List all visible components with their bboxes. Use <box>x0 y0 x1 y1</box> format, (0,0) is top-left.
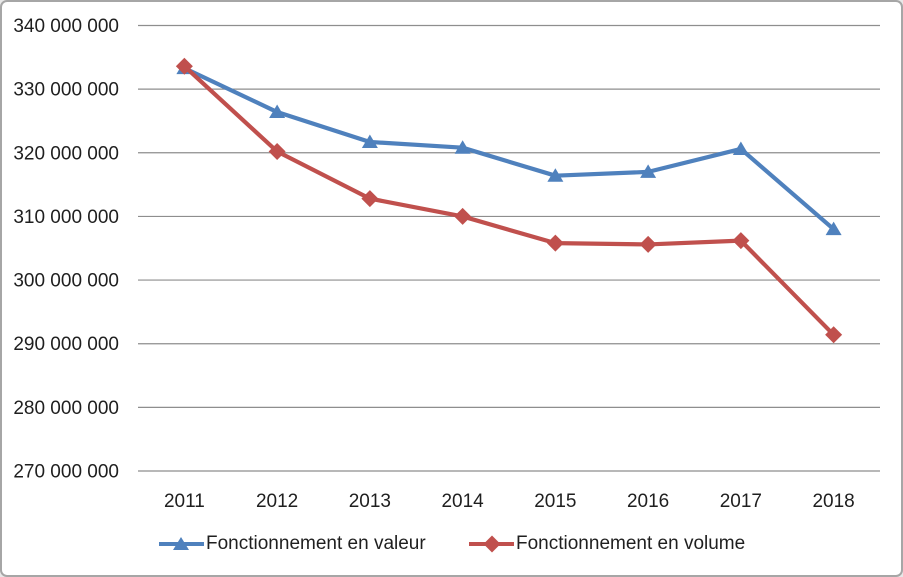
x-tick-label: 2012 <box>256 491 298 512</box>
y-axis-labels: 270 000 000 280 000 000 290 000 000 300 000… <box>13 16 119 483</box>
diamond-marker <box>825 326 843 344</box>
series-line <box>182 66 836 232</box>
diamond-marker <box>732 232 750 250</box>
series-line <box>182 64 836 337</box>
triangle-marker <box>361 134 378 148</box>
y-tick-label: 280 000 000 <box>13 398 119 419</box>
diamond-marker <box>175 57 193 75</box>
diamond-marker <box>546 234 564 252</box>
diamond-marker <box>361 190 379 208</box>
diamond-marker <box>268 143 286 161</box>
triangle-marker <box>732 141 749 155</box>
triangle-marker <box>269 104 286 119</box>
x-tick-label: 2016 <box>627 491 669 512</box>
legend-item-fonctionnement-en-valeur: Fonctionnement en valeur <box>159 531 426 557</box>
x-tick-label: 2018 <box>812 491 854 512</box>
legend-diamond-marker-icon <box>469 531 514 557</box>
y-tick-label: 270 000 000 <box>13 462 119 483</box>
gridlines <box>138 24 880 472</box>
y-tick-label: 290 000 000 <box>13 334 119 355</box>
series-valeur <box>176 60 842 236</box>
legend-label-valeur: Fonctionnement en valeur <box>206 533 426 554</box>
triangle-marker <box>454 140 471 154</box>
y-tick-label: 320 000 000 <box>13 143 119 164</box>
x-tick-label: 2011 <box>164 491 205 512</box>
legend-label-volume: Fonctionnement en volume <box>516 533 746 554</box>
x-tick-label: 2015 <box>534 491 576 512</box>
triangle-marker <box>640 164 657 178</box>
legend-item-fonctionnement-en-volume: Fonctionnement en volume <box>469 531 745 557</box>
y-tick-label: 300 000 000 <box>13 271 119 292</box>
x-tick-label: 2014 <box>441 491 484 512</box>
y-tick-label: 340 000 000 <box>13 16 119 37</box>
diamond-marker <box>639 235 657 253</box>
x-tick-label: 2017 <box>720 491 762 512</box>
x-tick-label: 2013 <box>349 491 391 512</box>
legend-triangle-marker-icon <box>159 531 204 557</box>
y-tick-label: 330 000 000 <box>13 80 119 101</box>
y-tick-label: 310 000 000 <box>13 207 119 228</box>
chart-legend: Fonctionnement en valeur Fonctionnement … <box>2 531 901 557</box>
triangle-marker <box>547 168 564 182</box>
triangle-marker <box>825 221 842 236</box>
series-volume <box>175 57 843 344</box>
x-axis-labels: 2011 2012 2013 2014 2015 2016 2017 2018 <box>164 491 855 512</box>
diamond-marker <box>454 207 472 225</box>
